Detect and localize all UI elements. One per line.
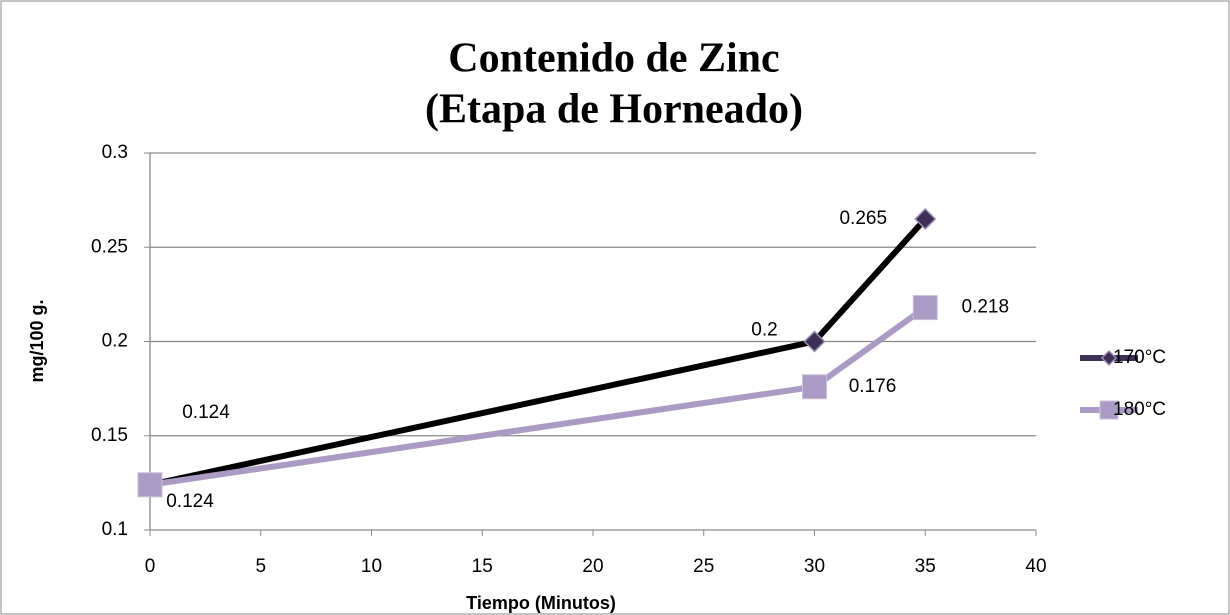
legend-marker	[1099, 400, 1119, 420]
x-tick-label: 15	[472, 556, 493, 577]
x-tick-label: 20	[582, 556, 603, 577]
data-label: 0.265	[839, 208, 887, 229]
marker	[803, 330, 826, 353]
y-tick-label: 0.15	[91, 425, 128, 446]
chart-title: Contenido de Zinc	[448, 36, 779, 82]
y-tick-label: 0.3	[102, 142, 128, 163]
y-tick-label: 0.2	[102, 331, 128, 352]
y-tick-label: 0.25	[91, 236, 128, 257]
chart-title: (Etapa de Horneado)	[425, 87, 803, 133]
legend-label: 180°C	[1113, 399, 1166, 420]
x-tick-label: 35	[915, 556, 936, 577]
x-tick-label: 10	[361, 556, 382, 577]
data-label: 0.124	[166, 491, 214, 512]
x-tick-label: 5	[255, 556, 266, 577]
y-axis-title: mg/100 g.	[27, 299, 47, 382]
marker	[914, 207, 937, 231]
marker	[137, 472, 163, 498]
data-label: 0.218	[961, 297, 1009, 318]
x-tick-label: 0	[145, 556, 156, 577]
x-axis-title: Tiempo (Minutos)	[466, 593, 616, 613]
x-tick-label: 30	[804, 556, 825, 577]
data-label: 0.176	[849, 376, 897, 397]
x-tick-label: 40	[1025, 556, 1046, 577]
marker	[912, 295, 938, 321]
data-label: 0.124	[182, 402, 230, 423]
legend-marker	[1100, 349, 1118, 367]
y-tick-label: 0.1	[102, 519, 128, 540]
data-label: 0.2	[751, 320, 777, 341]
x-tick-label: 25	[693, 556, 714, 577]
legend-label: 170°C	[1113, 347, 1166, 368]
marker	[802, 374, 827, 400]
